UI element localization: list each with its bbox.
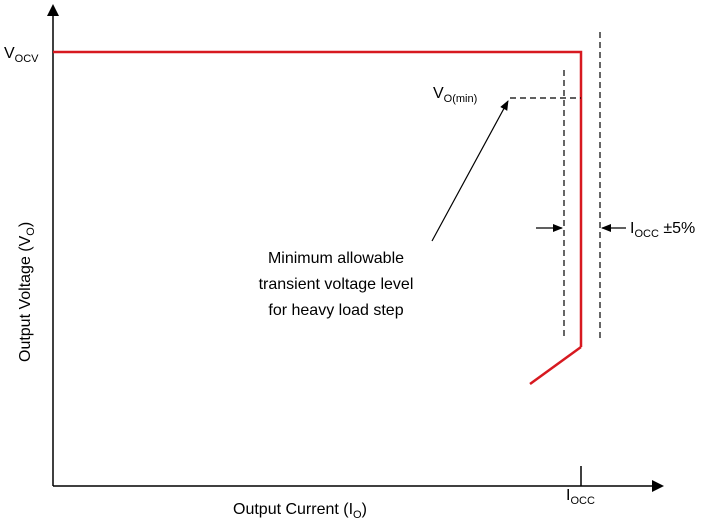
- iocc-tolerance-label: IOCC ±5%: [630, 220, 695, 240]
- annotation-line-3: for heavy load step: [268, 302, 403, 319]
- y-axis-arrowhead: [47, 4, 59, 16]
- vocv-label: VOCV: [4, 45, 39, 65]
- output-curve: [53, 50, 583, 347]
- annotation-line-2: transient voltage level: [259, 276, 414, 293]
- x-axis-arrowhead: [652, 480, 664, 492]
- annotation-arrow: [431, 100, 509, 242]
- vomin-label: VO(min): [433, 85, 477, 105]
- annotation-line-1: Minimum allowable: [268, 250, 404, 267]
- x-axis-label: Output Current (IO): [233, 501, 367, 521]
- iocc-label: IOCC: [566, 487, 595, 507]
- y-axis-label: Output Voltage (VO): [17, 222, 37, 362]
- foldback-segment: [529, 345, 582, 386]
